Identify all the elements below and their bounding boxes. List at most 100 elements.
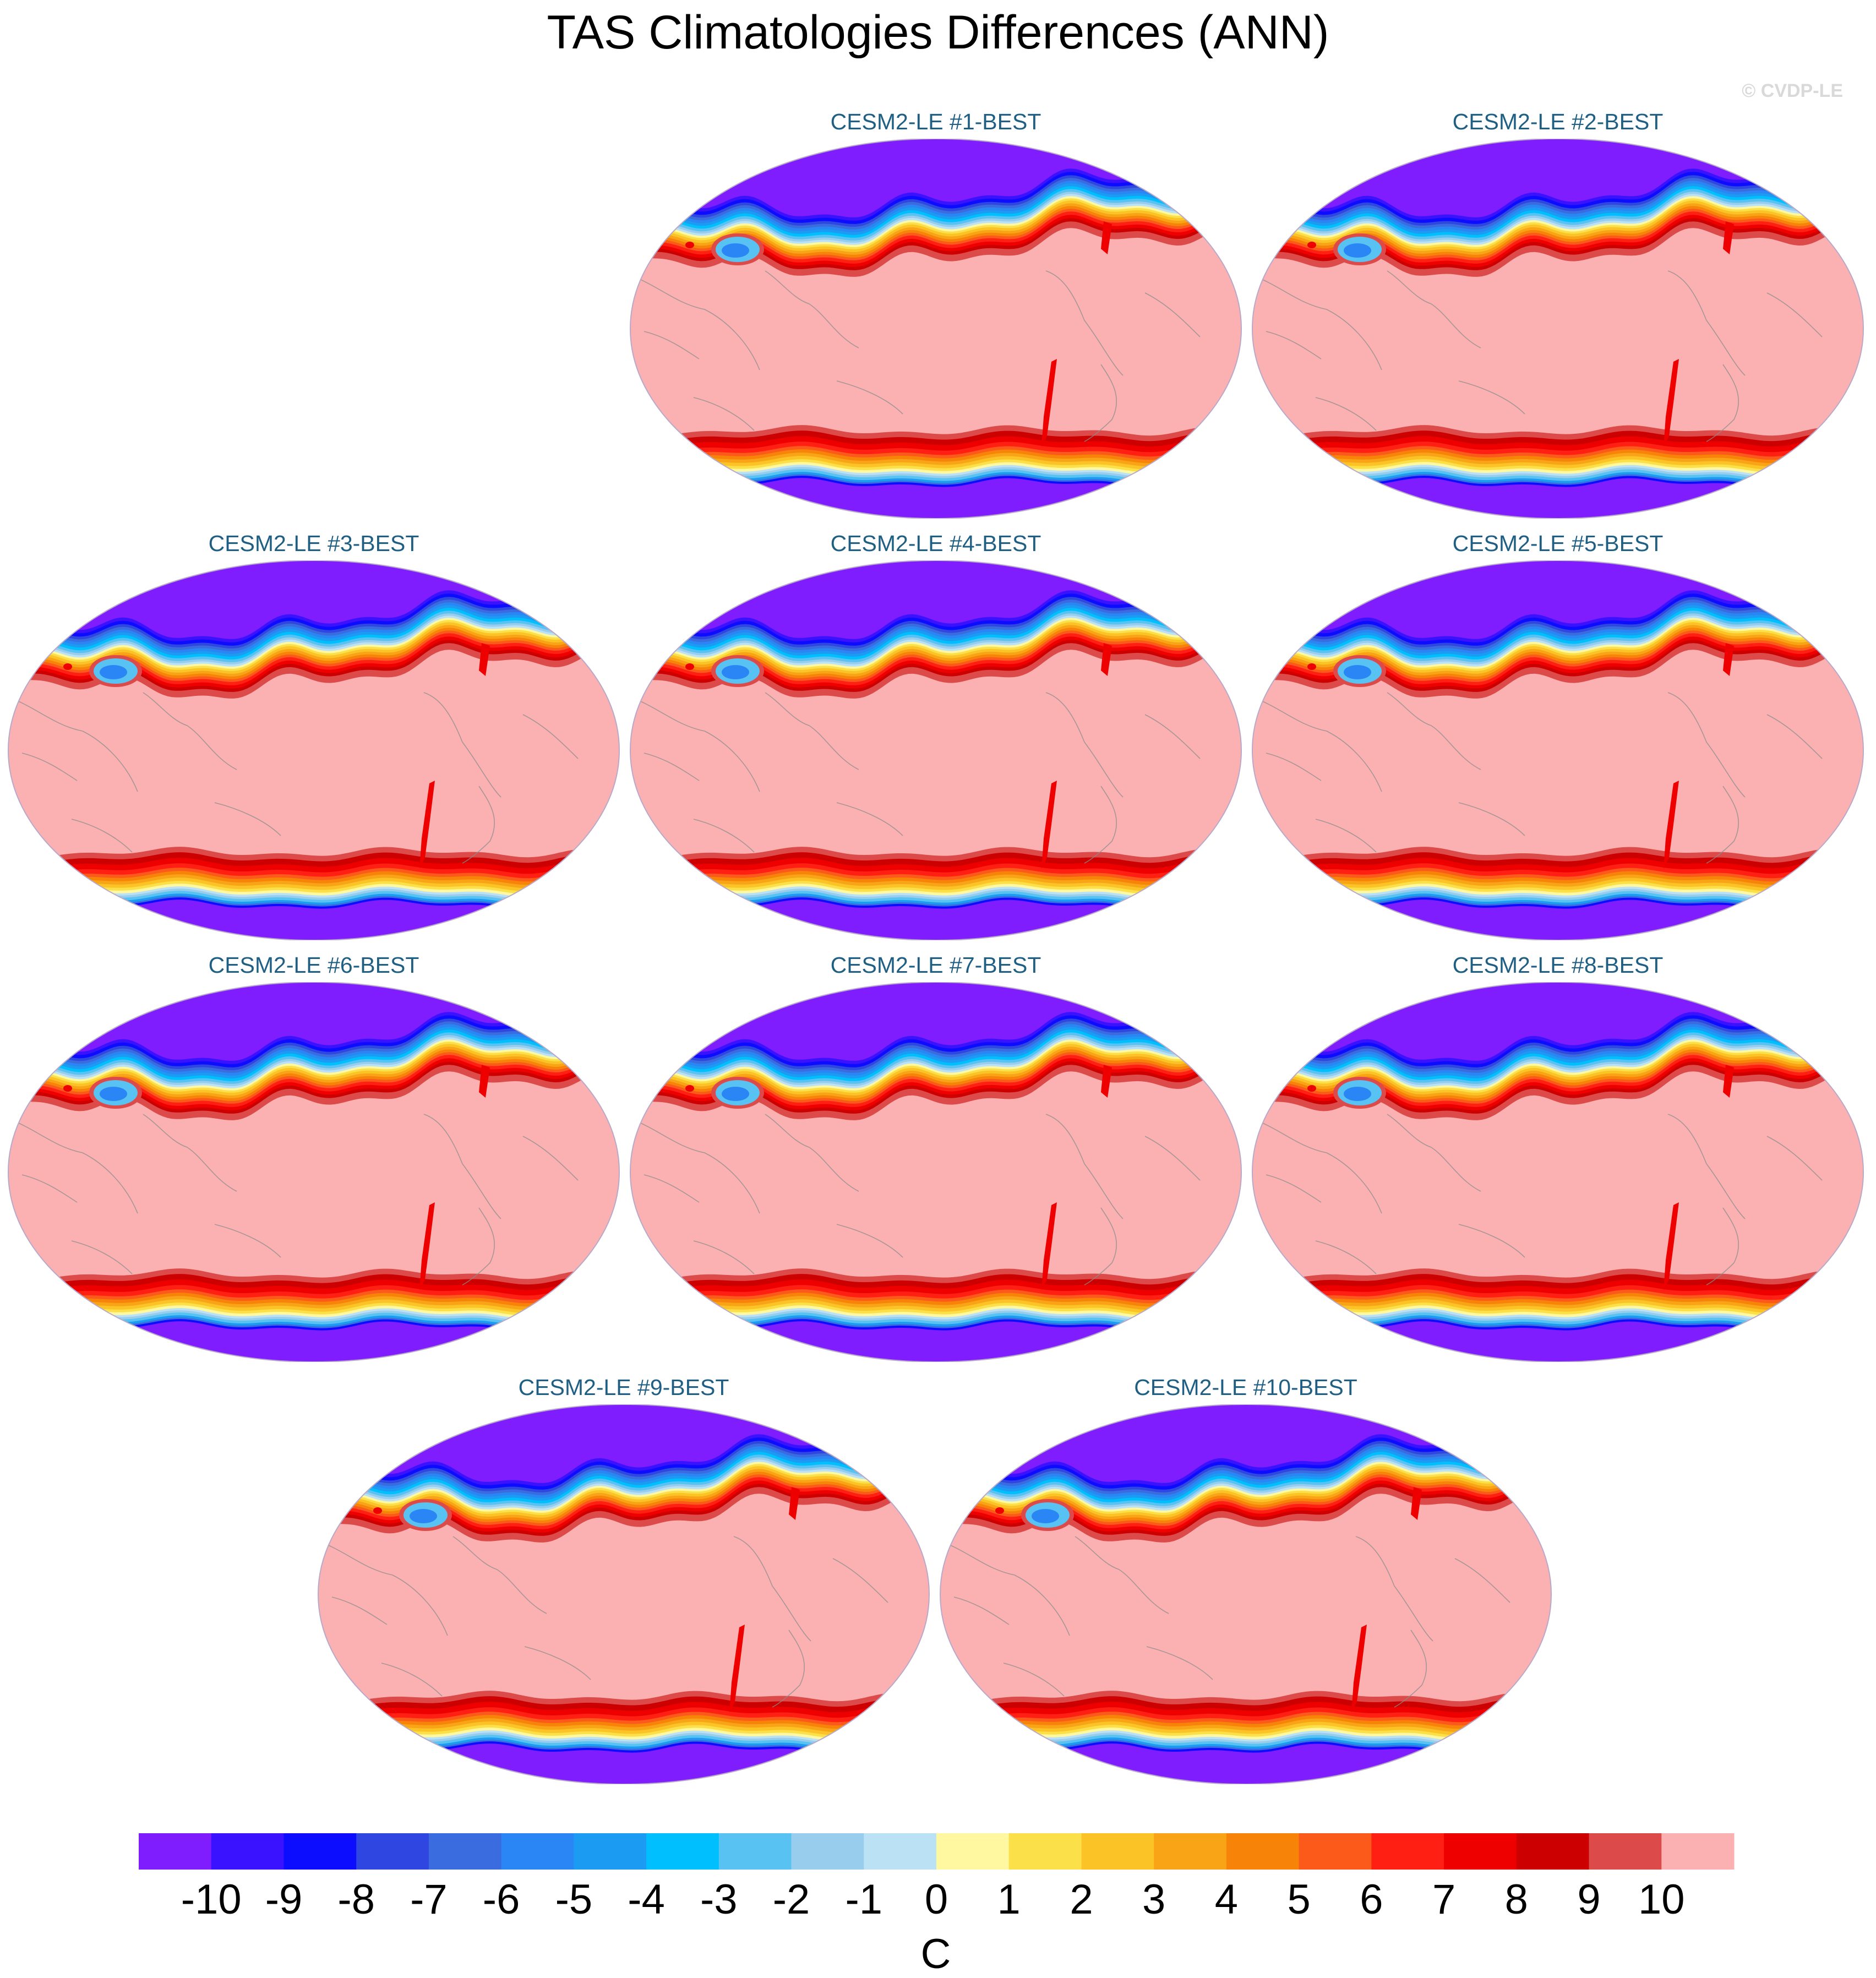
watermark: © CVDP-LE [1742,80,1843,101]
coastline [632,1119,760,1214]
colorbar-unit-label: C [921,1931,951,1977]
colorbar-tick-label: -8 [337,1876,375,1923]
cold-pocket-core [1032,1509,1059,1523]
colorbar-tick-label: -4 [628,1876,665,1923]
warm-spot [685,663,694,670]
cold-pocket-core [722,1087,749,1101]
coastline [632,276,760,370]
coastline [765,270,859,348]
map-panel-10: CESM2-LE #10-BEST [937,1374,1554,1786]
coastlines [320,1536,888,1708]
warm-spot [1307,242,1316,248]
coastline [836,802,903,836]
world-map [1252,560,1864,940]
globe-outline [318,1404,930,1784]
coastline [1458,802,1525,836]
colorbar-box [864,1833,937,1870]
world-map [8,560,620,940]
warm-spot [662,1062,668,1067]
coastline [1458,1224,1525,1258]
colorbar-tick-label: 3 [1142,1876,1165,1923]
map-title: CESM2-LE #2-BEST [1452,109,1664,134]
warm-spot [685,1085,694,1092]
map-panel-8: CESM2-LE #8-BEST [1250,951,1866,1364]
globe-outline [630,560,1242,940]
warm-spot [63,1085,72,1092]
coastline [1394,1630,1427,1708]
map-panel-6: CESM2-LE #6-BEST [6,951,622,1364]
globe-outline [630,982,1242,1362]
coastline [1084,786,1117,864]
coastline [643,753,700,781]
colorbar-box [936,1833,1010,1870]
cold-pocket-core [100,665,127,679]
coastline [693,397,755,431]
warm-spot [350,1484,356,1490]
coastline [1387,270,1481,348]
coastline [1084,364,1117,442]
warm-spot [662,640,668,646]
coastlines [632,1114,1201,1285]
page-title: TAS Climatologies Differences (ANN) [547,6,1329,59]
coastline [1084,1207,1117,1285]
rockies-warm-streak [1101,221,1112,254]
colorbar-box [211,1833,284,1870]
coastline [693,1240,755,1274]
colorbar-tick-label: 4 [1215,1876,1238,1923]
colorbar-tick-label: 1 [997,1876,1021,1923]
cold-pocket-core [1344,1087,1371,1101]
andes-warm-streak [1664,781,1679,869]
coastline [1706,364,1739,442]
coastline [1766,714,1823,759]
colorbar-tick-label: -1 [846,1876,883,1923]
globe-outline [8,560,620,940]
cold-pocket-core [100,1087,127,1101]
andes-warm-streak [1041,359,1057,447]
colorbar-tick-label: -2 [773,1876,810,1923]
coastline [632,698,760,792]
coastline [1045,692,1124,798]
coastline [1266,753,1322,781]
warm-spot [662,219,668,224]
coastline [214,802,281,836]
coastline [693,819,755,853]
coastline [765,1114,859,1192]
map-title: CESM2-LE #6-BEST [208,952,419,978]
coastline [643,1174,700,1203]
andes-warm-streak [729,1625,745,1713]
coastline [1667,692,1746,798]
cold-pocket-core [722,665,749,679]
colorbar-tick-label: 2 [1070,1876,1093,1923]
globe-outline [1252,139,1864,519]
colorbar-box [1226,1833,1300,1870]
colorbar-box [1081,1833,1154,1870]
colorbar-box [1661,1833,1735,1870]
map-title: CESM2-LE #5-BEST [1452,531,1664,556]
coastline [143,692,237,770]
colorbar-tick-label: 0 [925,1876,948,1923]
coastline [452,1536,547,1614]
colorbar-tick-label: 5 [1287,1876,1310,1923]
coastline [1387,692,1481,770]
rockies-warm-streak [1723,643,1734,676]
coastline [1255,276,1382,370]
warm-spot [1284,640,1290,646]
cold-pocket-core [1344,665,1371,679]
map-title: CESM2-LE #9-BEST [518,1375,729,1400]
rockies-warm-streak [1101,1065,1112,1098]
warm-spot [40,640,46,646]
coastline [1706,1207,1739,1285]
coastline [1454,1558,1510,1603]
colorbar-box [1371,1833,1444,1870]
coastline [1266,1174,1322,1203]
coastline [1667,1114,1746,1219]
coastline [1766,292,1823,337]
coastline [1458,380,1525,415]
colorbar-tick-label: -7 [410,1876,448,1923]
coastlines [1255,1114,1823,1285]
map-panel-9: CESM2-LE #9-BEST [315,1374,932,1786]
map-panel-2: CESM2-LE #2-BEST [1250,108,1866,521]
rockies-warm-streak [1411,1487,1422,1520]
coastline [1075,1536,1169,1614]
world-map [630,139,1242,519]
